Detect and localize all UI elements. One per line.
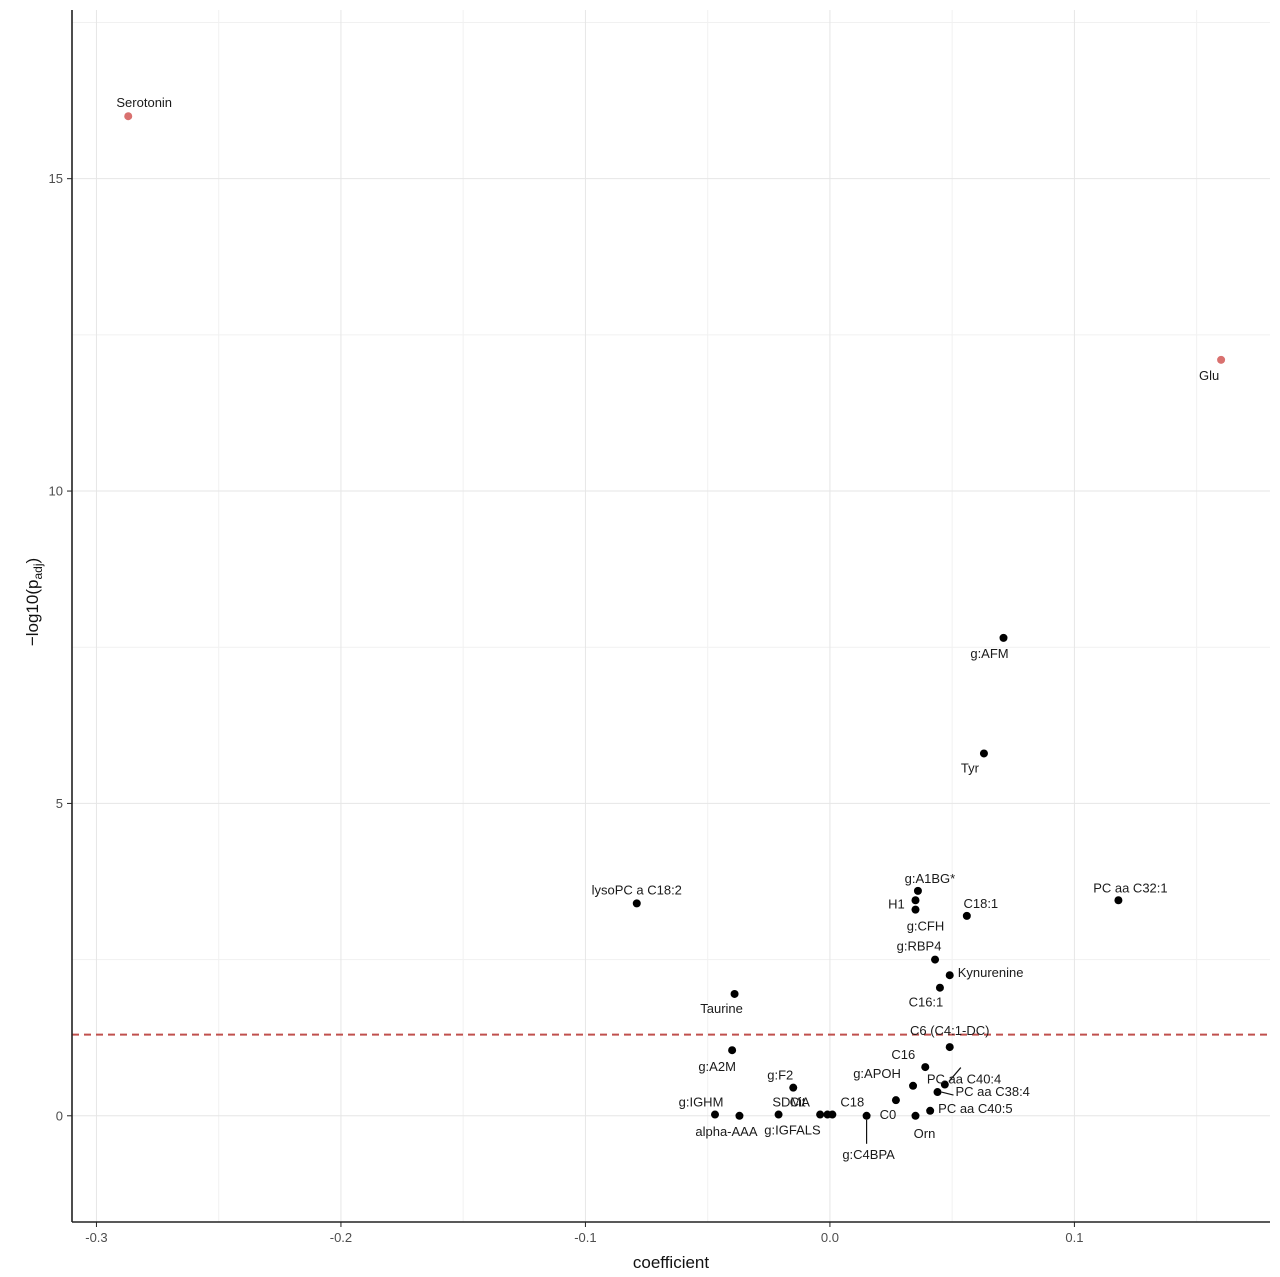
x-tick-label: 0.1	[1065, 1230, 1083, 1245]
data-point	[862, 1111, 871, 1120]
data-point	[935, 983, 944, 992]
point-label: g:APOH	[853, 1066, 901, 1081]
point-label: PC aa C40:4	[927, 1072, 1001, 1087]
data-point	[735, 1111, 744, 1120]
label-leader-lines	[865, 1067, 962, 1144]
data-point	[921, 1063, 930, 1072]
y-axis-title-main: −log10(p	[23, 580, 42, 647]
data-point	[1217, 355, 1226, 364]
data-point	[891, 1096, 900, 1105]
x-tick-label: -0.1	[574, 1230, 596, 1245]
point-label: g:AFM	[970, 646, 1008, 661]
y-tick-label: 15	[49, 171, 63, 186]
data-point	[711, 1110, 720, 1119]
point-label: H1	[888, 896, 905, 911]
axes	[71, 10, 1270, 1223]
data-point	[789, 1083, 798, 1092]
label-leader-line	[948, 1067, 962, 1082]
y-axis-title-subscript: adj	[31, 564, 45, 580]
data-points	[124, 112, 1226, 1120]
point-label: g:IGFALS	[764, 1123, 821, 1138]
data-point	[728, 1046, 737, 1055]
data-point	[962, 911, 971, 920]
data-point	[909, 1081, 918, 1090]
data-point	[933, 1088, 942, 1097]
point-label: Taurine	[700, 1001, 743, 1016]
point-label: g:C4BPA	[842, 1147, 895, 1162]
data-point	[945, 971, 954, 980]
data-point	[999, 633, 1008, 642]
point-label: g:CFH	[907, 919, 945, 934]
point-label: C18:1	[963, 896, 998, 911]
point-label: Orn	[914, 1126, 936, 1141]
point-label: C18	[840, 1095, 864, 1110]
point-labels: Serotonin Glu g:AFM Tyr g:A1BG*H1g:CFH C18:1 l…	[116, 95, 1219, 1162]
point-label: Tyr	[961, 760, 980, 775]
y-tick-label: 10	[49, 484, 63, 499]
point-label: Glu	[1199, 368, 1219, 383]
point-label: g:F2	[767, 1068, 793, 1083]
y-tick-label: 0	[56, 1108, 63, 1123]
data-point	[926, 1106, 935, 1115]
point-label: lysoPC a C18:2	[592, 882, 682, 897]
point-label: Serotonin	[116, 95, 172, 110]
point-label: C16:1	[909, 995, 944, 1010]
point-label: PC aa C38:4	[955, 1084, 1029, 1099]
y-axis-title: −log10(padj)	[23, 558, 45, 646]
y-axis-title-end: )	[23, 558, 42, 564]
point-label: C16	[891, 1047, 915, 1062]
point-label: g:A2M	[698, 1059, 736, 1074]
x-tick-label: -0.2	[330, 1230, 352, 1245]
data-point	[931, 955, 940, 964]
point-label: g:IGHM	[679, 1095, 724, 1110]
data-point	[940, 1080, 949, 1089]
data-point	[730, 989, 739, 998]
data-point	[828, 1110, 837, 1119]
data-point	[124, 112, 133, 121]
point-label: alpha-AAA	[695, 1124, 757, 1139]
data-point	[913, 886, 922, 895]
data-point	[911, 905, 920, 914]
point-label: PC aa C40:5	[938, 1101, 1012, 1116]
point-label: g:RBP4	[897, 939, 942, 954]
point-label: Cit	[790, 1095, 806, 1110]
y-tick-label: 5	[56, 796, 63, 811]
point-label: C0	[880, 1107, 897, 1122]
point-label: Kynurenine	[958, 965, 1024, 980]
data-point	[911, 1111, 920, 1120]
x-tick-label: 0.0	[821, 1230, 839, 1245]
grid-layer	[72, 10, 1270, 1222]
point-label: SDMA	[772, 1095, 810, 1110]
data-point	[632, 899, 641, 908]
data-point	[945, 1043, 954, 1052]
data-point	[911, 896, 920, 905]
label-leader-line	[941, 1091, 954, 1096]
data-point	[816, 1110, 825, 1119]
x-tick-label: -0.3	[85, 1230, 107, 1245]
x-axis-title: coefficient	[633, 1253, 710, 1272]
point-label: C6 (C4:1-DC)	[910, 1023, 989, 1038]
point-label: g:A1BG*	[905, 871, 956, 886]
data-point	[774, 1110, 783, 1119]
data-point	[1114, 896, 1123, 905]
data-point	[979, 749, 988, 758]
tick-labels: -0.3 -0.2 -0.1 0.0 0.1 0 5 10 15	[49, 171, 1084, 1245]
point-label: PC aa C32:1	[1093, 880, 1167, 895]
